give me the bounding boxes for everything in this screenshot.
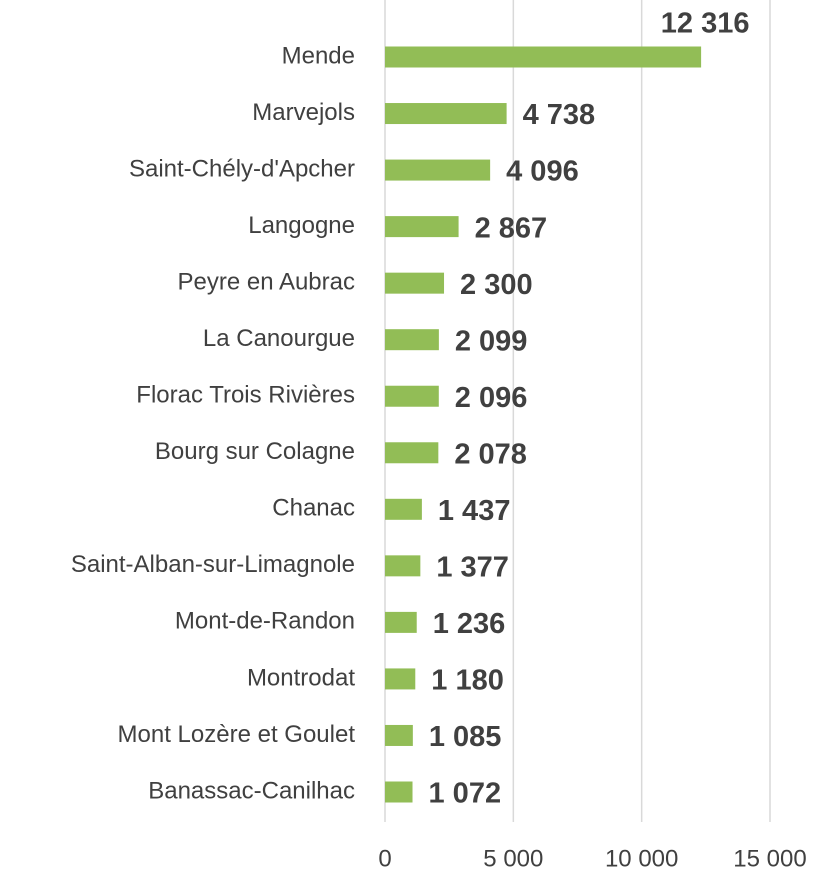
- bar: [385, 611, 417, 633]
- bar: [385, 498, 422, 520]
- value-label: 2 096: [455, 382, 528, 414]
- category-label: Langogne: [248, 212, 355, 239]
- value-label: 1 437: [438, 495, 511, 527]
- category-label: Saint-Alban-sur-Limagnole: [71, 551, 355, 578]
- bar: [385, 724, 413, 746]
- bar: [385, 216, 459, 238]
- category-label: Chanac: [272, 495, 355, 522]
- category-label: Marvejols: [252, 99, 355, 126]
- bar: [385, 781, 413, 803]
- value-label: 2 099: [455, 325, 528, 357]
- x-tick-label: 5 000: [483, 845, 543, 872]
- x-tick-label: 15 000: [733, 845, 806, 872]
- category-label: Saint-Chély-d'Apcher: [129, 155, 355, 182]
- value-label: 1 236: [433, 608, 506, 640]
- category-label: Bourg sur Colagne: [155, 438, 355, 465]
- value-label: 2 867: [475, 212, 548, 244]
- x-tick-label: 10 000: [605, 845, 678, 872]
- value-label: 1 072: [429, 778, 502, 810]
- bar: [385, 329, 439, 351]
- x-tick-label: 0: [378, 845, 391, 872]
- category-label: La Canourgue: [203, 325, 355, 352]
- value-label: 1 180: [431, 665, 504, 697]
- category-label: Florac Trois Rivières: [136, 382, 355, 409]
- bar: [385, 272, 445, 294]
- value-label: 2 078: [454, 438, 527, 470]
- category-label: Mende: [282, 42, 355, 69]
- category-label: Peyre en Aubrac: [178, 268, 355, 295]
- bar: [385, 159, 491, 181]
- value-label: 1 377: [436, 552, 509, 584]
- category-label: Banassac-Canilhac: [148, 777, 355, 804]
- bar: [385, 555, 421, 577]
- value-label: 1 085: [429, 721, 502, 753]
- bar: [385, 46, 702, 68]
- category-label: Mont Lozère et Goulet: [118, 721, 356, 748]
- value-label: 4 096: [506, 156, 579, 188]
- bar: [385, 103, 507, 125]
- bar: [385, 442, 439, 464]
- category-label: Montrodat: [247, 664, 355, 691]
- value-label: 4 738: [523, 99, 596, 131]
- value-label: 12 316: [661, 8, 750, 40]
- bar: [385, 668, 416, 690]
- bar: [385, 385, 439, 407]
- value-label: 2 300: [460, 269, 533, 301]
- category-label: Mont-de-Randon: [175, 608, 355, 635]
